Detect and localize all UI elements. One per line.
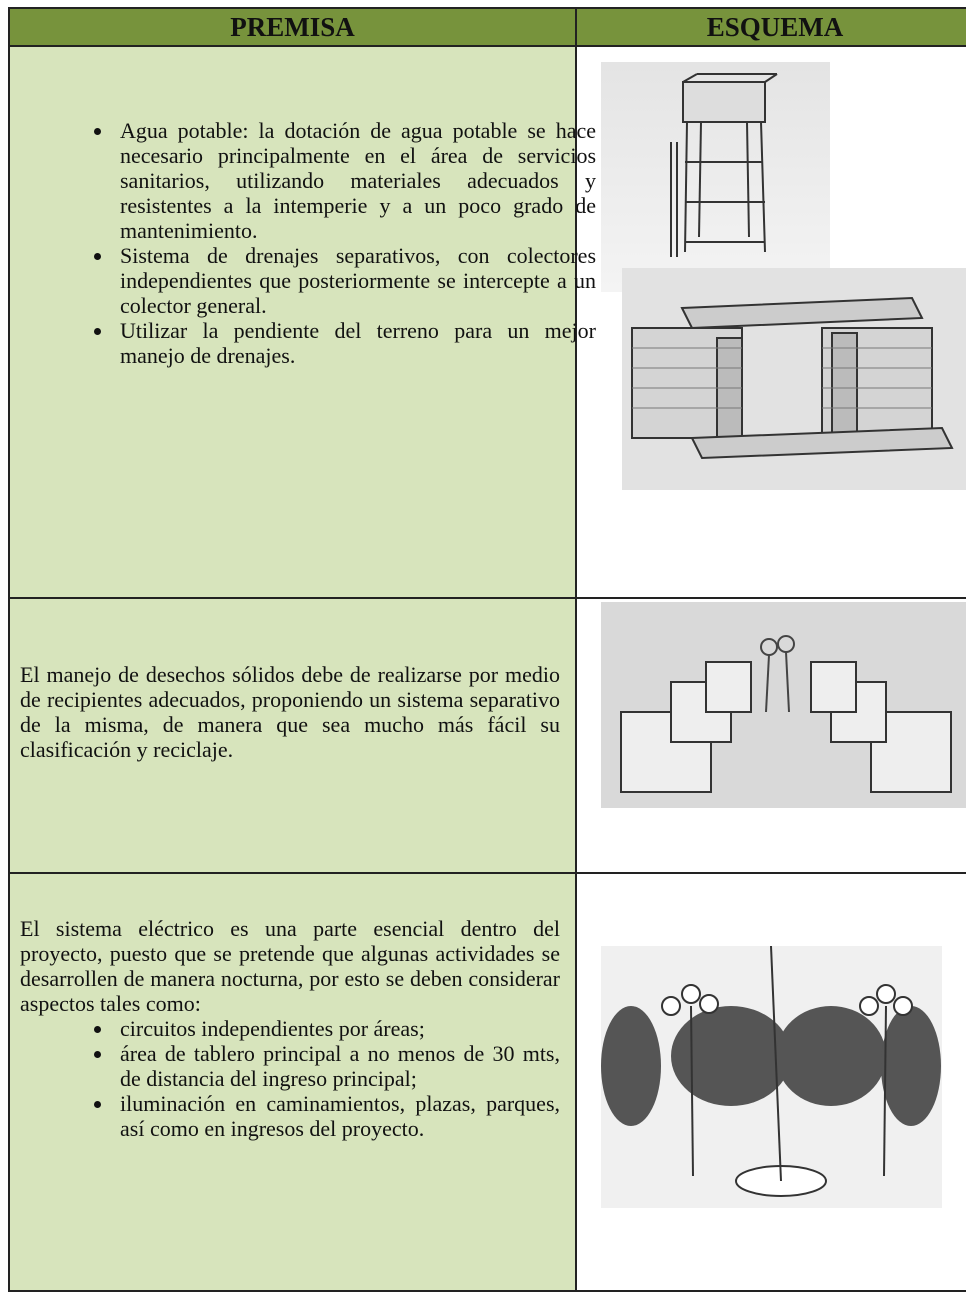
- premise-cell: [8, 872, 577, 1292]
- drainage-sketch: [622, 268, 966, 490]
- bullet: circuitos independientes por áreas;: [114, 1016, 560, 1041]
- lighting-sketch: [601, 946, 942, 1208]
- paragraph: El manejo de desechos sólidos debe de re…: [20, 662, 560, 762]
- waste-bins-sketch: [601, 602, 966, 808]
- section: El sistema eléctrico es una parte esenci…: [20, 916, 560, 1141]
- bullet-list: Agua potable: la dotación de agua potabl…: [78, 118, 596, 368]
- header-scheme: ESQUEMA: [575, 7, 966, 47]
- premise-cell: [8, 597, 577, 874]
- bullet: Agua potable: la dotación de agua potabl…: [114, 118, 596, 243]
- bullet-list: circuitos independientes por áreas; área…: [20, 1016, 560, 1141]
- bullet: Utilizar la pendiente del terreno para u…: [114, 318, 596, 368]
- water-tower-sketch: [601, 62, 830, 292]
- bullet: iluminación en caminamientos, plazas, pa…: [114, 1091, 560, 1141]
- header-premise: PREMISA: [8, 7, 577, 47]
- bullet: área de tablero principal a no menos de …: [114, 1041, 560, 1091]
- premise-cell: [8, 45, 577, 599]
- paragraph: El sistema eléctrico es una parte esenci…: [20, 916, 560, 1016]
- bullet: Sistema de drenajes separativos, con col…: [114, 243, 596, 318]
